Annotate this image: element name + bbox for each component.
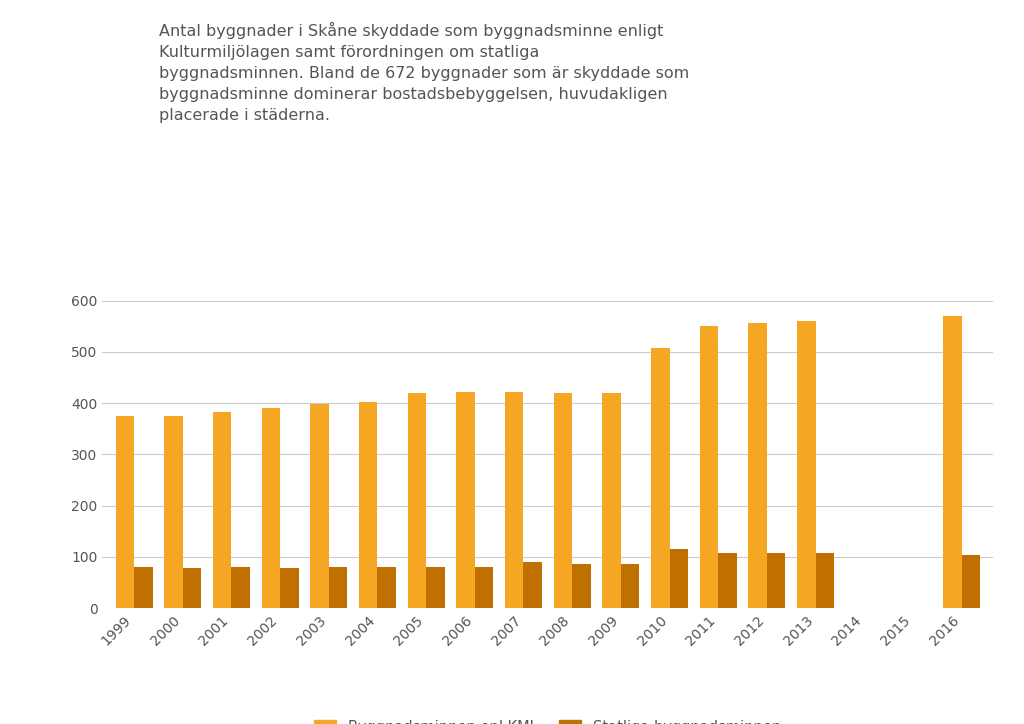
Bar	[134, 567, 153, 608]
Bar	[359, 402, 378, 608]
Bar	[943, 316, 962, 608]
Bar	[164, 416, 182, 608]
Bar	[767, 553, 785, 608]
Bar	[426, 567, 444, 608]
Bar	[602, 393, 621, 608]
Bar	[378, 567, 396, 608]
Bar	[523, 562, 542, 608]
Bar	[261, 408, 281, 608]
Bar	[651, 348, 670, 608]
Bar	[718, 553, 736, 608]
Legend: Byggnadsminnen enl KML, Statliga byggnadsminnen: Byggnadsminnen enl KML, Statliga byggnad…	[308, 714, 787, 724]
Bar	[572, 563, 591, 608]
Bar	[621, 563, 639, 608]
Bar	[457, 392, 475, 608]
Bar	[815, 553, 835, 608]
Bar	[213, 413, 231, 608]
Bar	[505, 392, 523, 608]
Bar	[475, 567, 494, 608]
Bar	[554, 393, 572, 608]
Bar	[116, 416, 134, 608]
Bar	[699, 327, 718, 608]
Bar	[182, 568, 202, 608]
Bar	[231, 567, 250, 608]
Bar	[962, 555, 980, 608]
Bar	[310, 404, 329, 608]
Bar	[329, 567, 347, 608]
Bar	[670, 550, 688, 608]
Text: Antal byggnader i Skåne skyddade som byggnadsminne enligt
Kulturmiljölagen samt : Antal byggnader i Skåne skyddade som byg…	[159, 22, 689, 123]
Bar	[281, 568, 299, 608]
Bar	[749, 323, 767, 608]
Bar	[797, 321, 815, 608]
Bar	[408, 393, 426, 608]
